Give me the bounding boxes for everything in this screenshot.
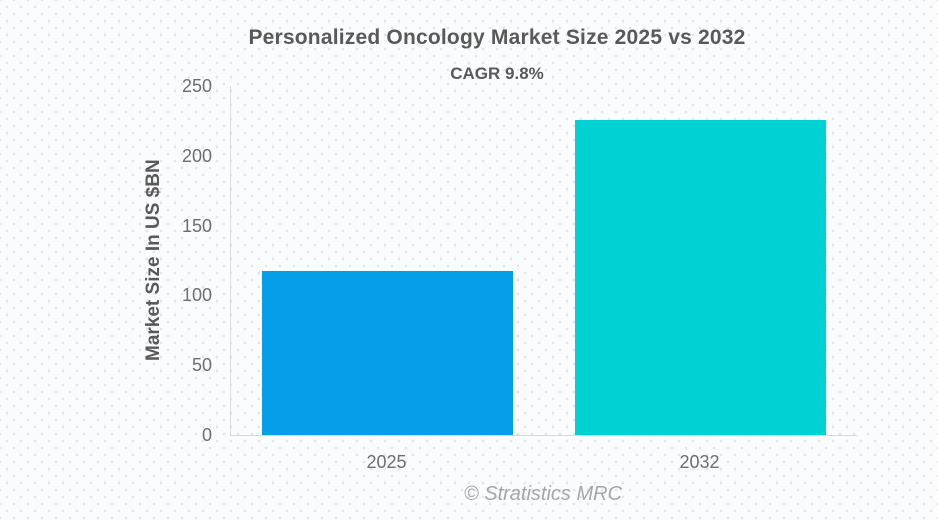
y-tick-label: 0 bbox=[201, 425, 212, 445]
chart-subtitle: CAGR 9.8% bbox=[450, 64, 544, 83]
bar-2032 bbox=[575, 119, 826, 435]
x-axis-label: 2032 bbox=[679, 452, 720, 472]
source-caption: © Stratistics MRC bbox=[463, 483, 623, 505]
plot-area bbox=[230, 86, 857, 436]
bar-2025 bbox=[262, 271, 513, 435]
y-axis-title: Market Size In US $BN bbox=[143, 159, 164, 362]
y-tick-label: 50 bbox=[191, 355, 212, 376]
y-tick-label: 150 bbox=[181, 215, 212, 236]
y-tick-label: 250 bbox=[181, 76, 212, 96]
y-tick-label: 200 bbox=[181, 145, 212, 166]
chart-title: Personalized Oncology Market Size 2025 v… bbox=[248, 26, 746, 49]
y-tick-label: 100 bbox=[181, 285, 212, 306]
x-axis-label: 2025 bbox=[366, 452, 407, 472]
